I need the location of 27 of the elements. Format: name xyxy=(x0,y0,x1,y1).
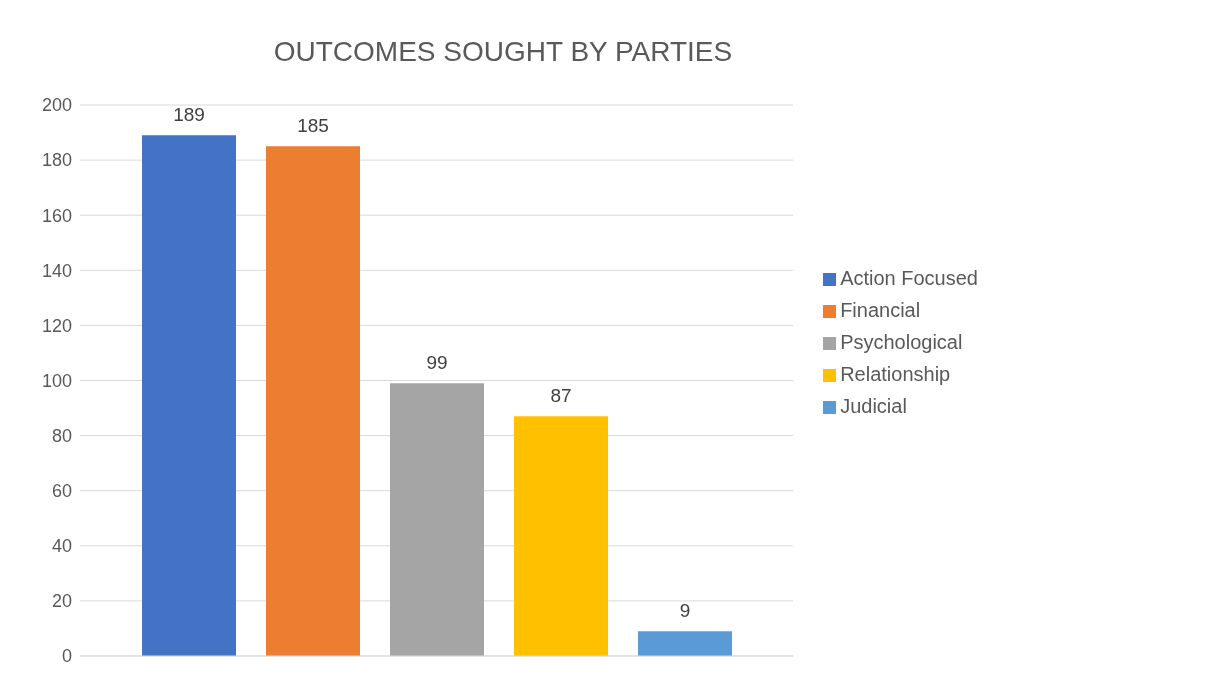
chart-title: OUTCOMES SOUGHT BY PARTIES xyxy=(272,36,734,68)
legend-label: Relationship xyxy=(840,363,951,385)
bar xyxy=(514,416,608,656)
y-tick-label: 200 xyxy=(41,95,72,116)
legend-label: Psychological xyxy=(840,331,963,353)
legend-label: Action Focused xyxy=(840,267,978,289)
legend-label: Financial xyxy=(840,299,921,321)
data-label: 9 xyxy=(679,600,691,622)
y-tick-label: 80 xyxy=(51,425,72,446)
y-tick-label: 40 xyxy=(51,536,72,557)
data-label: 185 xyxy=(297,115,329,137)
y-tick-label: 0 xyxy=(61,646,72,667)
y-tick-label: 120 xyxy=(41,315,72,336)
y-tick-label: 140 xyxy=(41,260,72,281)
bar xyxy=(142,135,236,656)
bar xyxy=(638,631,732,656)
bar xyxy=(266,146,360,656)
bar xyxy=(390,383,484,656)
y-tick-label: 100 xyxy=(41,370,72,391)
y-tick-label: 20 xyxy=(51,591,72,612)
data-label: 87 xyxy=(550,385,572,407)
legend-label: Judicial xyxy=(840,395,907,417)
data-label: 189 xyxy=(173,104,205,126)
y-tick-label: 160 xyxy=(41,205,72,226)
y-tick-label: 60 xyxy=(51,481,72,502)
data-label: 99 xyxy=(426,352,448,374)
y-tick-label: 180 xyxy=(41,150,72,171)
